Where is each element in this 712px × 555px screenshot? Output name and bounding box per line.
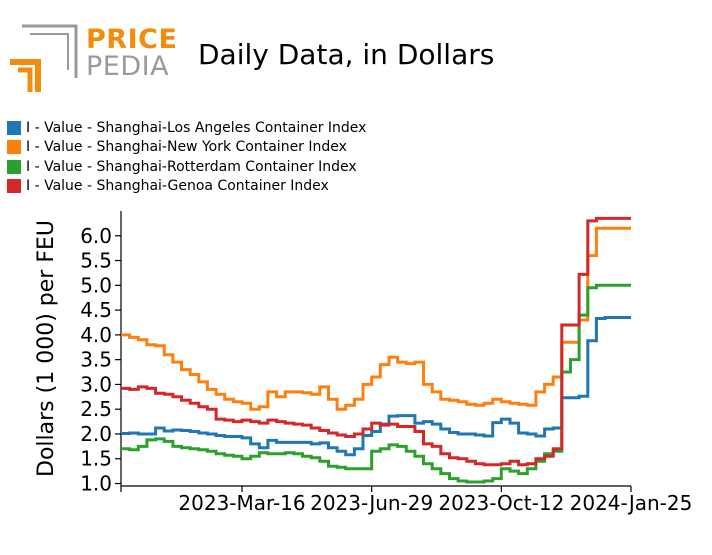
y-tick-label: 6.0 [80, 224, 112, 248]
logo-word-pedia: PEDIA [86, 51, 170, 82]
y-tick-label: 5.0 [80, 273, 112, 297]
y-tick-label: 4.0 [80, 323, 112, 347]
x-tick-label: 2024-Jan-25 [570, 491, 693, 515]
legend-item: I - Value - Shanghai-New York Container … [7, 138, 366, 158]
y-tick-label: 5.5 [80, 249, 112, 273]
y-tick-label: 2.0 [80, 422, 112, 446]
chart-legend: I - Value - Shanghai-Los Angeles Contain… [7, 118, 366, 196]
legend-label: I - Value - Shanghai-Los Angeles Contain… [26, 119, 367, 136]
x-tick-label: 2023-Jun-29 [310, 491, 433, 515]
series-line-2 [121, 226, 631, 411]
y-tick-label: 4.5 [80, 298, 112, 322]
legend-swatch [7, 159, 21, 174]
legend-label: I - Value - Shanghai-Genoa Container Ind… [26, 178, 329, 195]
legend-item: I - Value - Shanghai-Rotterdam Container… [7, 157, 366, 177]
legend-swatch [7, 140, 21, 155]
y-axis-label: Dollars (1 000) per FEU [34, 220, 59, 477]
y-tick-label: 1.5 [80, 447, 112, 471]
series-line-4 [121, 216, 631, 467]
y-tick-label: 3.5 [80, 348, 112, 372]
legend-swatch [7, 120, 21, 135]
y-tick-label: 2.5 [80, 397, 112, 421]
series-line-1 [121, 316, 631, 457]
x-tick-label: 2023-Oct-12 [438, 491, 564, 515]
logo-mark [10, 24, 78, 92]
legend-item: I - Value - Shanghai-Los Angeles Contain… [7, 118, 366, 138]
legend-label: I - Value - Shanghai-Rotterdam Container… [26, 158, 357, 175]
logo-word-price: PRICE [86, 24, 178, 55]
y-tick-label: 3.0 [80, 372, 112, 396]
pricepedia-logo: PRICE PEDIA [8, 22, 177, 94]
legend-swatch [7, 179, 21, 194]
axes-group: 1.01.52.02.53.03.54.04.55.05.56.0 2023-Ma… [34, 211, 692, 515]
legend-item: I - Value - Shanghai-Genoa Container Ind… [7, 177, 366, 197]
chart-title: Daily Data, in Dollars [198, 38, 495, 71]
legend-label: I - Value - Shanghai-New York Container … [26, 139, 347, 156]
series-lines-group [121, 216, 631, 484]
y-tick-label: 1.0 [80, 472, 112, 496]
x-tick-label: 2023-Mar-16 [178, 491, 305, 515]
